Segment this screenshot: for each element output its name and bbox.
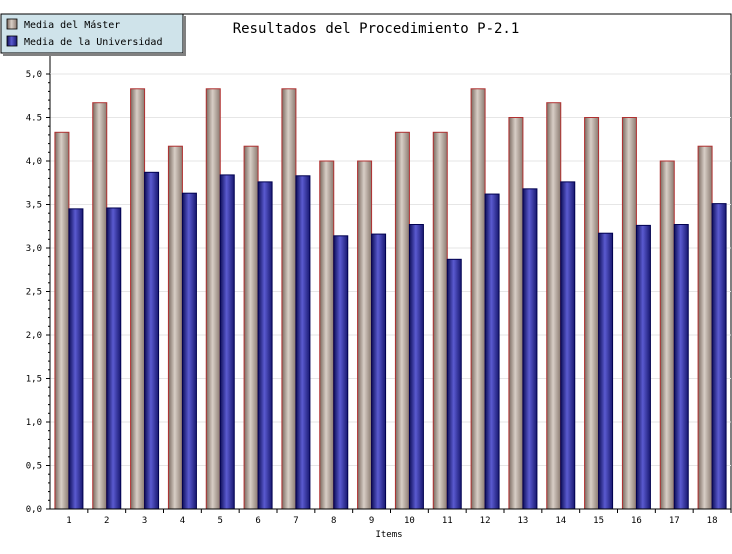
x-tick-label: 13 — [517, 516, 528, 526]
bar-university — [635, 224, 651, 510]
bar-university — [711, 203, 727, 510]
bar-university — [68, 208, 84, 510]
x-tick-label: 17 — [669, 516, 680, 526]
y-tick-label: 2,0 — [26, 331, 42, 341]
legend-swatch-master — [6, 18, 18, 30]
x-tick-label: 12 — [480, 516, 491, 526]
legend-box — [0, 13, 184, 54]
bar-university — [446, 258, 462, 510]
y-tick-label: 3,0 — [26, 244, 42, 254]
bar-master — [167, 145, 183, 510]
bar-master — [243, 145, 259, 510]
legend-label-master: Media del Máster — [24, 19, 120, 31]
bar-master — [394, 131, 410, 510]
bar-master — [92, 102, 108, 510]
bar-university — [560, 181, 576, 510]
x-tick-label: 18 — [707, 516, 718, 526]
x-tick-label: 10 — [404, 516, 415, 526]
bar-university — [371, 233, 387, 510]
x-tick-label: 14 — [555, 516, 566, 526]
bar-master — [508, 117, 524, 510]
bar-master — [621, 117, 637, 510]
y-tick-label: 5,0 — [26, 70, 42, 80]
legend-shadow-bottom — [3, 53, 186, 56]
x-tick-label: 3 — [142, 516, 147, 526]
bar-master — [281, 88, 297, 510]
bar-master — [319, 160, 335, 510]
legend-shadow — [183, 16, 186, 55]
plot-area — [49, 13, 732, 510]
x-tick-label: 8 — [331, 516, 336, 526]
x-tick-label: 9 — [369, 516, 374, 526]
y-tick-label: 4,0 — [26, 157, 42, 167]
y-tick-label: 3,5 — [26, 201, 42, 211]
y-tick-label: 0,5 — [26, 462, 42, 472]
x-tick-label: 15 — [593, 516, 604, 526]
bar-university — [106, 207, 122, 510]
bar-university — [333, 235, 349, 510]
bar-university — [181, 192, 197, 510]
bar-master — [546, 102, 562, 510]
x-tick-label: 5 — [218, 516, 223, 526]
bar-master — [357, 160, 373, 510]
legend-label-university: Media de la Universidad — [24, 37, 162, 48]
axis-layer: 0,00,51,01,52,02,53,03,54,04.55,01 2 3 4 5 6 7… — [26, 70, 732, 526]
legend-swatch-university — [6, 35, 18, 47]
x-tick-label: 11 — [442, 516, 453, 526]
bar-master — [470, 88, 486, 510]
bar-university — [257, 181, 273, 510]
bar-university — [219, 174, 235, 510]
x-axis-label: Items — [375, 530, 402, 540]
x-tick-label: 6 — [255, 516, 260, 526]
bar-university — [598, 232, 614, 510]
y-tick-label: 4.5 — [26, 114, 42, 124]
x-tick-label: 4 — [180, 516, 185, 526]
x-tick-label: 1 — [66, 516, 71, 526]
bar-master — [697, 145, 713, 510]
grid-layer — [50, 73, 731, 466]
x-tick-label: 7 — [293, 516, 298, 526]
bar-university — [144, 171, 160, 510]
y-tick-label: 1,0 — [26, 418, 42, 428]
bar-master — [432, 131, 448, 510]
y-tick-label: 0,0 — [26, 505, 42, 515]
chart-title: Resultados del Procedimiento P-2.1 — [233, 21, 520, 37]
bar-university — [408, 224, 424, 510]
bar-university — [295, 175, 311, 510]
bar-master — [205, 88, 221, 510]
bar-university — [522, 188, 538, 510]
y-tick-label: 1,5 — [26, 375, 42, 385]
bar-university — [673, 224, 689, 510]
bar-master — [130, 88, 146, 510]
x-tick-label: 16 — [631, 516, 642, 526]
bar-master — [54, 131, 70, 510]
bar-master — [659, 160, 675, 510]
x-tick-label: 2 — [104, 516, 109, 526]
bar-master — [584, 117, 600, 510]
bar-university — [484, 193, 500, 510]
y-tick-label: 2,5 — [26, 288, 42, 298]
legend: Media del Máster Media de la Universidad — [0, 13, 186, 56]
